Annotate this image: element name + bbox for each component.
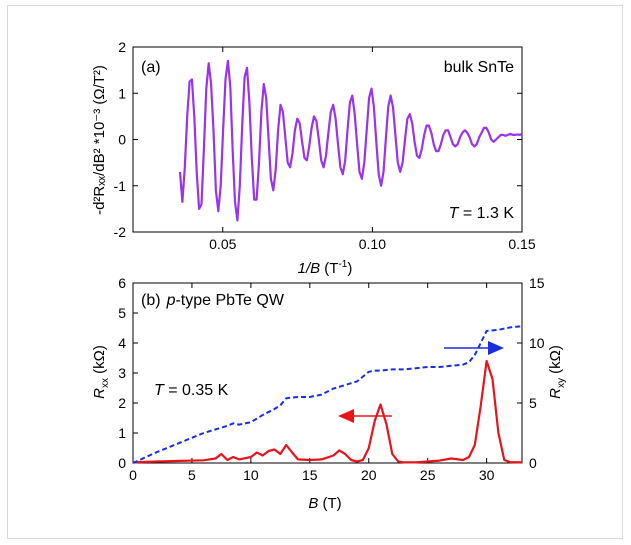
panel-b-ytick-left-label: 5: [118, 305, 126, 321]
panel-a-ytick-label: 1: [118, 85, 126, 101]
panel-b-xtick-label: 15: [302, 467, 318, 483]
panel-b-xlabel-unit: (T): [318, 495, 341, 512]
panel-a-xlabel: 1/B (T-1): [298, 259, 353, 277]
panel-b-temperature-var: T: [154, 382, 165, 399]
panel-b-ytick-left-label: 1: [118, 425, 126, 441]
panel-a-ytick-label: 2: [118, 39, 126, 55]
panel-a-temperature-var: T: [449, 205, 460, 222]
panel-b-ytick-right-label: 10: [529, 335, 545, 351]
panel-a-label: (a): [141, 59, 161, 76]
panel-b-ytick-right-label: 0: [529, 455, 537, 471]
panel-a-temperature: T = 1.3 K: [449, 205, 515, 222]
panel-b-ylabel-left-unit: (kΩ): [91, 345, 108, 378]
panel-a-xtick-label: 0.10: [359, 236, 386, 252]
panel-a-xlabel-close: ): [347, 260, 352, 277]
panel-a-ytick-label: 0: [118, 132, 126, 148]
red-arrow-icon: [338, 409, 392, 423]
panel-b-ylabel-left-var: R: [91, 388, 108, 399]
panel-a-xlabel-var: 1/B: [298, 260, 321, 277]
panel-b-xtick-label: 20: [361, 467, 377, 483]
panel-b-ytick-right-label: 15: [529, 275, 545, 291]
panel-b-xtick-label: 5: [188, 467, 196, 483]
panel-a-xtick-label: 0.15: [508, 236, 535, 252]
panel-a-xlabel-unit: (T: [320, 260, 338, 277]
panel-b-xlabel-var: B: [308, 495, 318, 512]
panel-a-ylabel: -d²Rₓₓ/dB² *10⁻³ (Ω/T²): [91, 65, 108, 215]
panel-b-temperature: T = 0.35 K: [154, 382, 229, 399]
panel-b-sample-rest: -type PbTe QW: [175, 292, 284, 309]
panel-b-ylabel-left: Rxx (kΩ): [91, 345, 111, 399]
panel-b-temperature-value: = 0.35 K: [164, 382, 229, 399]
panel-b-label: (b) p-type PbTe QW: [141, 292, 285, 309]
panel-b-xlabel: B (T): [308, 495, 341, 512]
panel-a-series-line: [178, 59, 523, 222]
panel-a-temperature-value: = 1.3 K: [458, 205, 514, 222]
panel-b-sample-italic: p: [166, 292, 176, 309]
panel-b-ytick-left-label: 2: [118, 395, 126, 411]
panel-b-ylabel-right-unit: (kΩ): [547, 345, 564, 378]
figure-frame: [7, 5, 623, 539]
panel-b-rxy-series-line: [132, 325, 523, 464]
blue-arrow-icon: [444, 341, 504, 355]
panel-b-ylabel-right-var: R: [547, 388, 564, 399]
panel-b-axes-box: [132, 282, 523, 464]
panel-b-ylabel-left-sub: xx: [100, 378, 111, 388]
panel-b-rxx-series-line: [132, 359, 523, 464]
panel-b-xtick-label: 10: [243, 467, 259, 483]
panel-a-xlabel-exp: -1: [338, 259, 347, 270]
panel-b-ytick-left-label: 4: [118, 335, 126, 351]
panel-b-ytick-left-label: 3: [118, 365, 126, 381]
panel-b-xtick-label: 25: [420, 467, 436, 483]
panel-b-ytick-left-label: 6: [118, 275, 126, 291]
panel-b-xtick-label: 0: [129, 467, 137, 483]
panel-a-ytick-label: -2: [114, 224, 127, 240]
panel-b-ytick-right-label: 5: [529, 395, 537, 411]
panel-a-xtick-label: 0.05: [209, 236, 236, 252]
panel-b-ylabel-right-sub: xy: [556, 378, 567, 388]
panel-b-xtick-label: 30: [479, 467, 495, 483]
panel-b-ylabel-right: Rxy (kΩ): [547, 345, 567, 399]
panel-a-sample-label: bulk SnTe: [444, 59, 514, 76]
panel-b-ytick-left-label: 0: [118, 455, 126, 471]
panel-a-ytick-label: -1: [114, 178, 127, 194]
panel-b-label-text: (b): [141, 292, 161, 309]
